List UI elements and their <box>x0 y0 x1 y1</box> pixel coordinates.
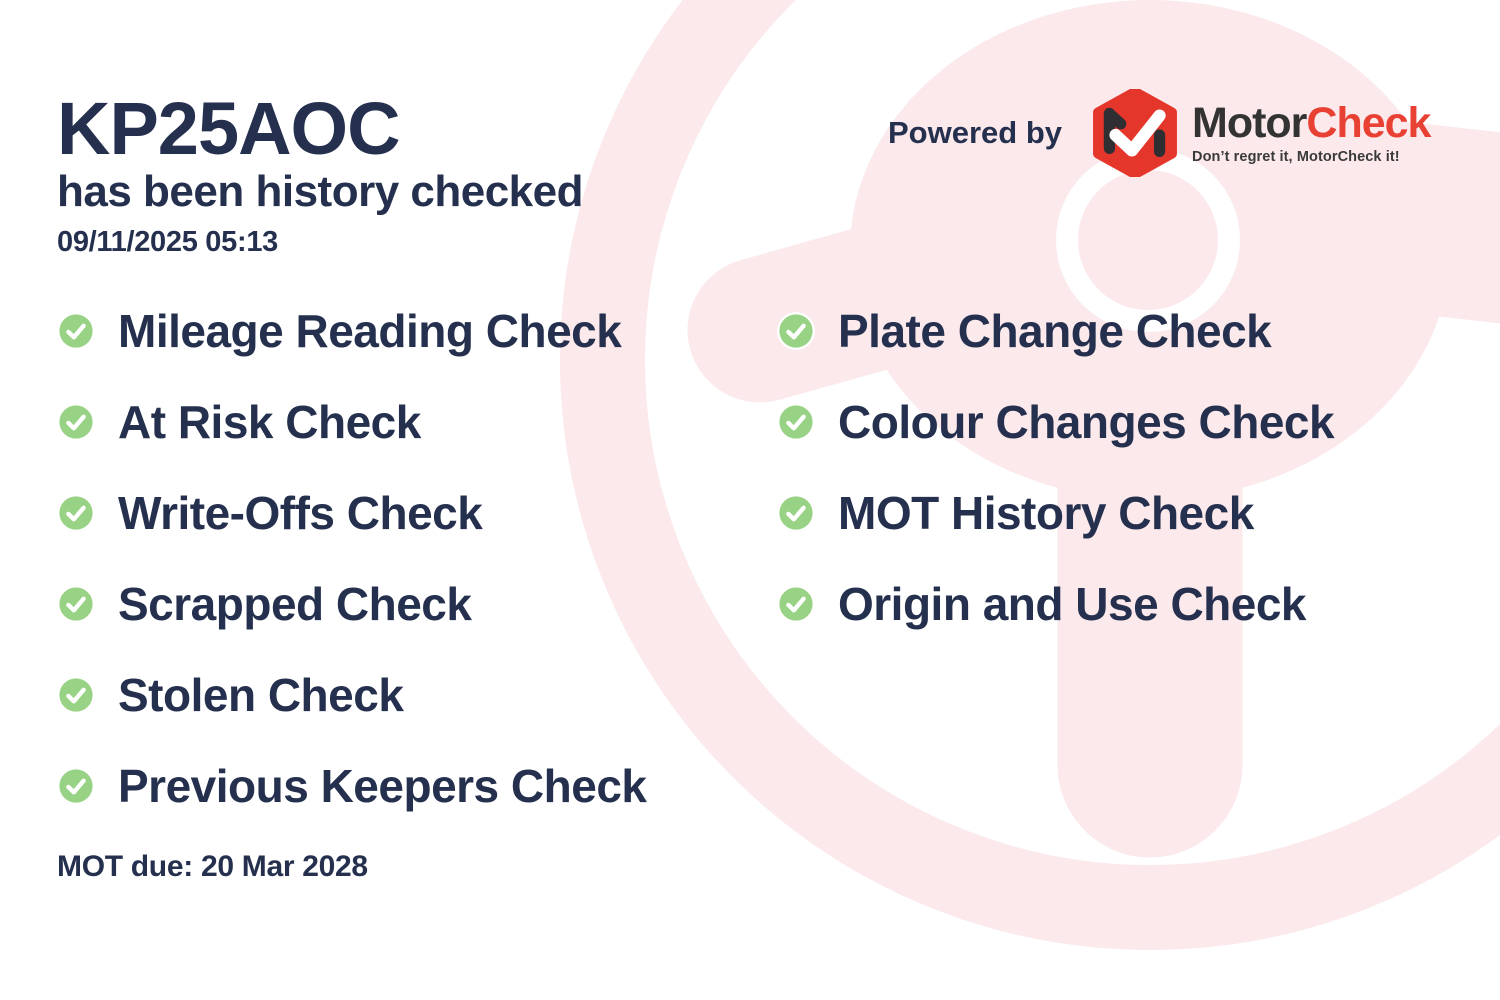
check-circle-icon <box>777 402 815 441</box>
check-list-item: Plate Change Check <box>777 285 1334 376</box>
checklist-right: Plate Change Check Colour Changes Check … <box>777 285 1335 649</box>
check-circle-icon <box>57 402 95 441</box>
check-item-label: At Risk Check <box>118 395 421 448</box>
check-list-item: Origin and Use Check <box>777 558 1334 649</box>
checklist-left: Mileage Reading Check At Risk Check Writ… <box>57 285 647 831</box>
check-list-item: MOT History Check <box>777 467 1334 558</box>
brand-name: MotorCheck <box>1192 98 1431 147</box>
check-item-label: Stolen Check <box>118 668 404 721</box>
check-circle-icon <box>57 493 95 532</box>
mot-due-label: MOT due: 20 Mar 2028 <box>57 850 368 883</box>
brand-name-motor: Motor <box>1192 98 1307 147</box>
powered-by-lockup: Powered by MotorCheck Don’t regret it, M… <box>888 88 1431 178</box>
check-circle-icon <box>57 675 95 714</box>
brand-wordmark: MotorCheck Don’t regret it, MotorCheck i… <box>1192 98 1431 165</box>
check-item-label: Scrapped Check <box>118 577 472 630</box>
powered-by-label: Powered by <box>888 115 1062 150</box>
brand-tagline: Don’t regret it, MotorCheck it! <box>1192 148 1400 165</box>
check-item-label: Previous Keepers Check <box>118 759 647 812</box>
timestamp: 09/11/2025 05:13 <box>57 226 278 258</box>
check-item-label: Origin and Use Check <box>838 577 1307 630</box>
subtitle: has been history checked <box>57 167 584 216</box>
check-list-item: Scrapped Check <box>57 558 647 649</box>
registration-plate: KP25AOC <box>57 87 401 170</box>
check-list-item: At Risk Check <box>57 376 647 467</box>
check-circle-icon <box>57 311 95 350</box>
check-list-item: Previous Keepers Check <box>57 740 647 831</box>
check-circle-icon <box>777 584 815 623</box>
check-item-label: Plate Change Check <box>838 304 1272 357</box>
check-circle-icon <box>57 766 95 805</box>
check-circle-icon <box>777 493 815 532</box>
check-circle-icon <box>57 584 95 623</box>
check-list-item: Colour Changes Check <box>777 376 1335 467</box>
check-list-item: Stolen Check <box>57 649 647 740</box>
brand-name-check: Check <box>1306 98 1431 147</box>
check-list-item: Mileage Reading Check <box>57 285 647 376</box>
check-item-label: MOT History Check <box>838 486 1254 539</box>
check-circle-icon <box>777 311 815 350</box>
check-item-label: Colour Changes Check <box>838 395 1335 448</box>
check-item-label: Write-Offs Check <box>118 486 483 539</box>
check-item-label: Mileage Reading Check <box>118 304 622 357</box>
check-list-item: Write-Offs Check <box>57 467 647 558</box>
motorcheck-hexagon-logo-icon <box>1093 89 1177 177</box>
